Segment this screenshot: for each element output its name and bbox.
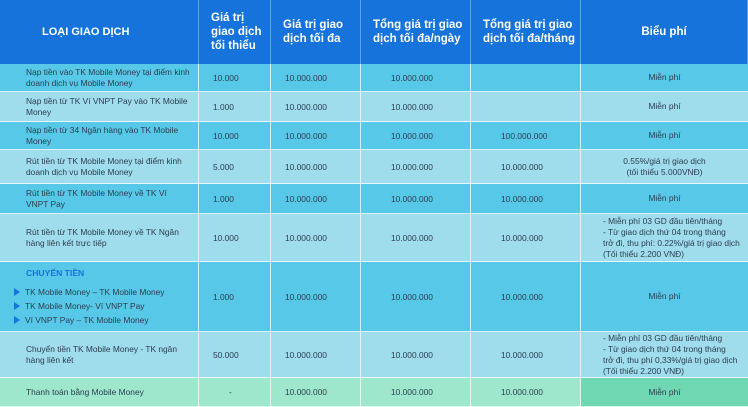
triangle-bullet-icon [14,288,20,296]
transfer-group: CHUYỂN TIỀN TK Mobile Money – TK Mobile … [0,262,199,332]
month-limit: 10.000.000 [471,262,581,332]
month-limit [471,92,581,122]
month-limit: 10.000.000 [471,184,581,214]
fee-line: 0.55%/giá trị giao dịch [623,155,706,166]
transfer-title: CHUYỂN TIỀN [26,267,85,278]
row-label: Nạp tiền từ TK Ví VNPT Pay vào TK Mobile… [0,92,199,122]
max-value: 10.000.000 [271,262,361,332]
min-value: 5.000 [199,150,271,184]
fee-line: (Tối thiểu 2.200 VNĐ) [603,248,684,259]
fee-value: Miễn phí [581,64,748,92]
month-limit: 10.000.000 [471,378,581,407]
day-limit: 10.000.000 [361,150,471,184]
fee-value: Miễn phí [581,122,748,150]
header-fee: Biểu phí [581,0,748,64]
min-value: 10.000 [199,122,271,150]
header-max-per-month: Tổng giá trị giao dịch tối đa/tháng [471,0,581,64]
row-label: Rút tiền từ TK Mobile Money về TK Ví VNP… [0,184,199,214]
fee-line: trở đi, thu phí: 0.22%/giá trị giao dịch [603,237,740,248]
fee-line: trở đi, thu phí 0,33%/giá trị giao dịch [603,354,738,365]
row-label: Nạp tiền từ 34 Ngân hàng vào TK Mobile M… [0,122,199,150]
fee-value: - Miễn phí 03 GD đầu tiên/tháng - Từ gia… [581,214,748,262]
row-label: Thanh toán bằng Mobile Money [0,378,199,407]
max-value: 10.000.000 [271,214,361,262]
header-max-value: Giá trị giao dịch tối đa [271,0,361,64]
header-transaction-type: LOẠI GIAO DỊCH [0,0,199,64]
fee-value: Miễn phí [581,378,748,407]
header-max-per-day: Tổng giá trị giao dịch tối đa/ngày [361,0,471,64]
min-value: 10.000 [199,64,271,92]
fee-line: - Miễn phí 03 GD đầu tiên/tháng [603,215,723,226]
min-value: 10.000 [199,214,271,262]
min-value: 50.000 [199,332,271,378]
day-limit: 10.000.000 [361,92,471,122]
fee-value: Miễn phí [581,92,748,122]
row-label: Chuyển tiền TK Mobile Money - TK ngân hà… [0,332,199,378]
fee-line: (tối thiểu 5.000VNĐ) [626,166,703,177]
fee-line: - Miễn phí 03 GD đầu tiên/tháng [603,332,723,343]
day-limit: 10.000.000 [361,378,471,407]
header-min-value: Giá trị giao dịch tối thiểu [199,0,271,64]
min-value: 1.000 [199,92,271,122]
month-limit: 10.000.000 [471,332,581,378]
max-value: 10.000.000 [271,378,361,407]
row-label: Nạp tiền vào TK Mobile Money tại điểm ki… [0,64,199,92]
max-value: 10.000.000 [271,150,361,184]
row-label: Rút tiền từ TK Mobile Money tại điểm kin… [0,150,199,184]
month-limit: 10.000.000 [471,214,581,262]
max-value: 10.000.000 [271,122,361,150]
transfer-item: TK Mobile Money – TK Mobile Money [14,287,165,298]
month-limit: 10.000.000 [471,150,581,184]
triangle-bullet-icon [14,302,20,310]
min-value: 1.000 [199,184,271,214]
transfer-item: Ví VNPT Pay – TK Mobile Money [14,315,149,326]
fee-value: Miễn phí [581,184,748,214]
day-limit: 10.000.000 [361,262,471,332]
triangle-bullet-icon [14,316,20,324]
fee-value: 0.55%/giá trị giao dịch (tối thiểu 5.000… [581,150,748,184]
max-value: 10.000.000 [271,184,361,214]
min-value: 1.000 [199,262,271,332]
fee-line: - Từ giao dịch thứ 04 trong tháng [603,226,726,237]
fee-line: (Tối thiểu 2.200 VNĐ) [603,365,684,376]
transfer-item: TK Mobile Money- Ví VNPT Pay [14,301,144,312]
fee-value: Miễn phí [581,262,748,332]
max-value: 10.000.000 [271,332,361,378]
fee-value: - Miễn phí 03 GD đầu tiên/tháng - Từ gia… [581,332,748,378]
max-value: 10.000.000 [271,92,361,122]
month-limit [471,64,581,92]
day-limit: 10.000.000 [361,122,471,150]
max-value: 10.000.000 [271,64,361,92]
min-value: - [199,378,271,407]
day-limit: 10.000.000 [361,214,471,262]
fee-line: - Từ giao dịch thứ 04 trong tháng [603,343,726,354]
month-limit: 100.000.000 [471,122,581,150]
day-limit: 10.000.000 [361,184,471,214]
row-label: Rút tiền từ TK Mobile Money về TK Ngân h… [0,214,199,262]
day-limit: 10.000.000 [361,64,471,92]
day-limit: 10.000.000 [361,332,471,378]
